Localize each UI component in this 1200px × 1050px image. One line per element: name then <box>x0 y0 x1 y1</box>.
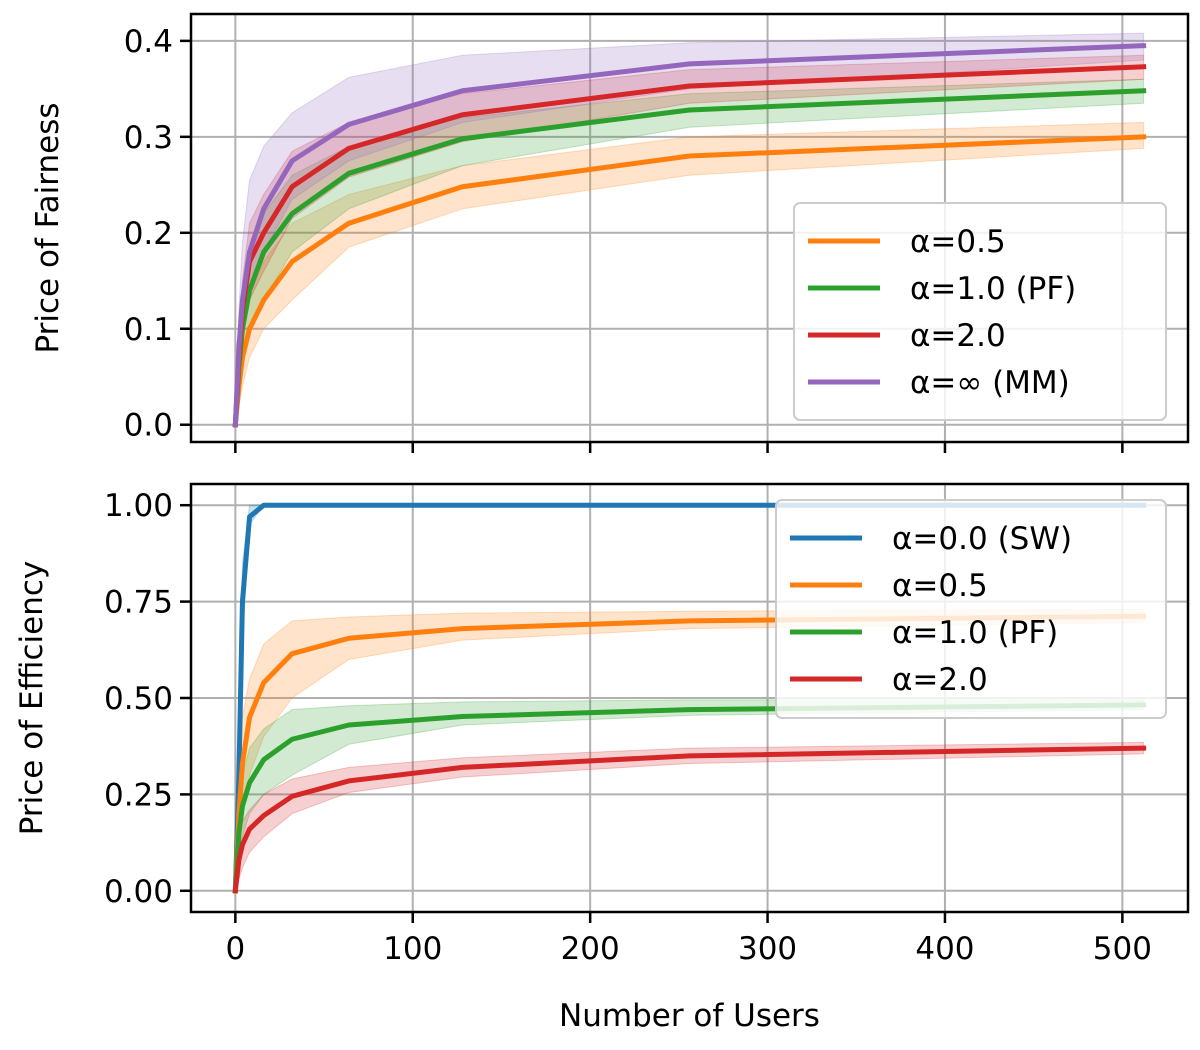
legend-1: α=0.0 (SW) α=0.5 α=1.0 (PF) α=2.0 <box>775 499 1167 719</box>
plot-area-1 <box>232 502 1147 894</box>
legend-label: α=0.5 <box>910 224 1006 260</box>
series-line-0 <box>232 502 1147 894</box>
y-axis-label: Price of Efficiency <box>14 561 50 836</box>
panel-1: 0 100 200 300 400 500 0.00 0.25 0.50 0.75 1.00 Pric… <box>14 482 1190 1034</box>
y-tick-label: 0.75 <box>104 585 173 621</box>
x-tick-label: 500 <box>1093 931 1152 967</box>
axes-frame-0 <box>189 12 1190 444</box>
legend-label: α=1.0 (PF) <box>892 615 1058 651</box>
y-tick-label: 0.00 <box>104 874 173 910</box>
y-axis-label: Price of Fairness <box>30 102 66 353</box>
x-tick-label: 100 <box>383 931 442 967</box>
panel-0: 0.0 0.1 0.2 0.3 0.4 Price of Fairness α=0.5 α=1… <box>30 12 1190 453</box>
legend-0: α=0.5 α=1.0 (PF) α=2.0 α=∞ (MM) <box>793 202 1167 421</box>
legend-box <box>793 202 1167 421</box>
y-tick-label: 0.3 <box>124 120 173 156</box>
y-tick-label: 0.1 <box>124 312 173 348</box>
legend-label: α=1.0 (PF) <box>910 271 1076 307</box>
legend-label: α=0.5 <box>892 568 988 604</box>
legend-label: α=0.0 (SW) <box>892 521 1072 557</box>
x-tick-label: 300 <box>738 931 797 967</box>
legend-label: α=2.0 <box>910 318 1006 354</box>
legend-label: α=∞ (MM) <box>910 365 1070 401</box>
y-tick-label: 0.2 <box>124 216 173 252</box>
x-tick-label: 400 <box>915 931 974 967</box>
confidence-band-series-3 <box>234 741 1145 891</box>
x-tick-label: 200 <box>561 931 620 967</box>
legend-box <box>775 499 1167 719</box>
y-tick-label: 0.4 <box>124 24 173 60</box>
plot-area-0 <box>232 32 1147 428</box>
y-tick-label: 0.50 <box>104 681 173 717</box>
x-tick-label: 0 <box>225 931 245 967</box>
x-axis-label: Number of Users <box>559 998 820 1034</box>
y-tick-label: 1.00 <box>104 488 173 524</box>
series-line-3 <box>232 43 1147 428</box>
series-line-1 <box>232 613 1147 894</box>
series-line-2 <box>232 702 1147 894</box>
y-tick-label: 0.25 <box>104 777 173 813</box>
series-line-3 <box>232 745 1147 894</box>
y-tick-label: 0.0 <box>124 408 173 444</box>
legend-label: α=2.0 <box>892 662 988 698</box>
